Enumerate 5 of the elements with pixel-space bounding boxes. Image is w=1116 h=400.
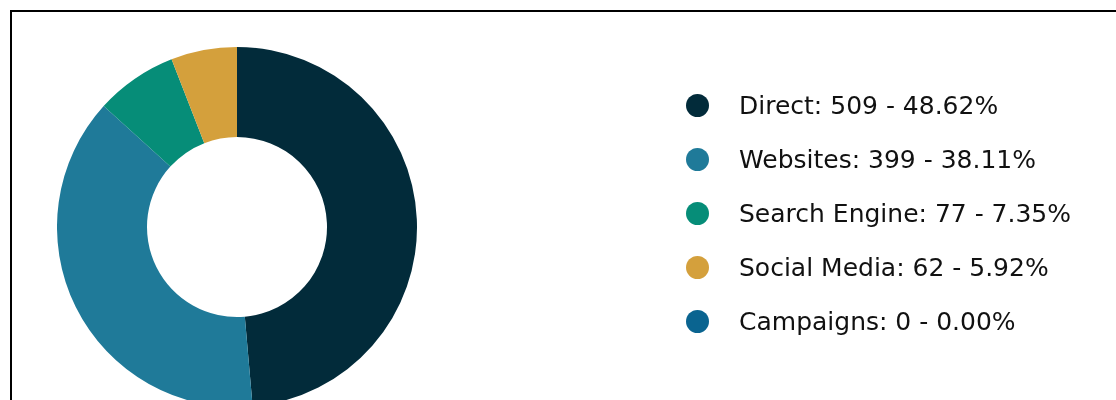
legend-label: Search Engine: 77 - 7.35% (739, 198, 1072, 228)
legend-label: Websites: 399 - 38.11% (739, 144, 1037, 174)
legend-label: Social Media: 62 - 5.92% (739, 252, 1049, 282)
legend-label: Direct: 509 - 48.62% (739, 90, 999, 120)
legend-label: Campaigns: 0 - 0.00% (739, 306, 1016, 336)
